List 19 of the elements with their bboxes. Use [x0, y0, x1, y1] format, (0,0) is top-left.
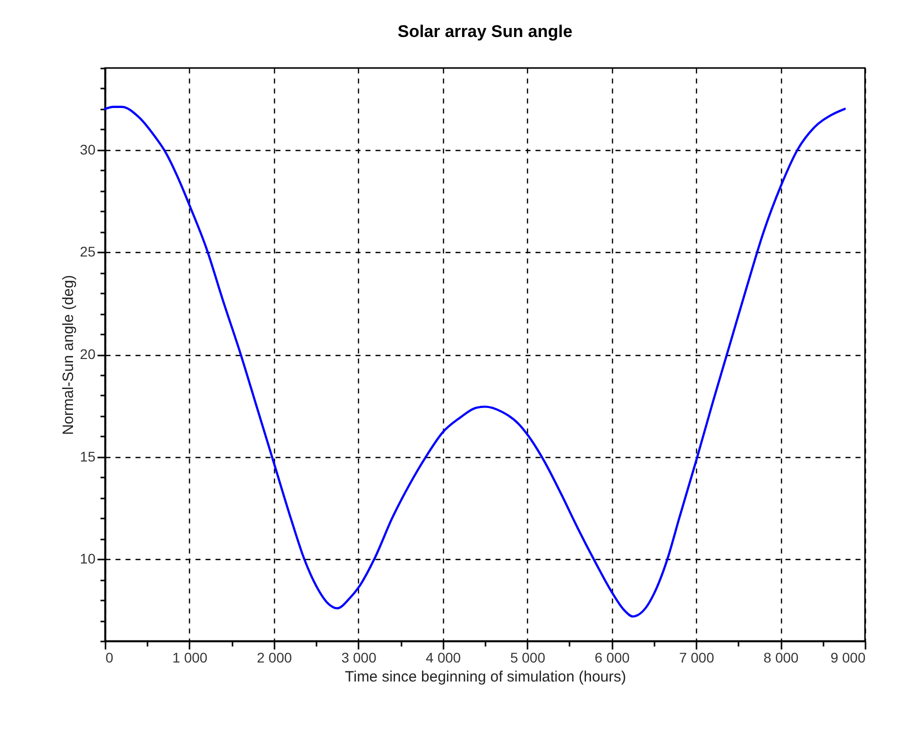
x-tick-label: 5 000 — [510, 650, 546, 666]
x-tick-label: 7 000 — [679, 650, 714, 666]
y-tick-label: 30 — [80, 141, 96, 158]
y-tick-label: 15 — [80, 448, 96, 464]
line-series — [104, 106, 846, 618]
x-tick-label: 3 000 — [341, 650, 377, 666]
x-tick-label: 2 000 — [256, 650, 292, 666]
y-tick-label: 25 — [80, 244, 96, 260]
x-tick-label: 6 000 — [594, 650, 630, 666]
y-axis-title: Normal-Sun angle (deg) — [60, 274, 77, 436]
x-tick-label: 0 — [106, 650, 114, 666]
y-tick-label: 20 — [80, 346, 96, 362]
chart-title: Solar array Sun angle — [398, 22, 572, 41]
y-tick-label: 10 — [80, 550, 96, 567]
x-axis-title: Time since beginning of simulation (hours) — [344, 668, 626, 686]
x-tick-label: 1 000 — [172, 650, 208, 666]
x-tick-label: 8 000 — [764, 650, 799, 666]
x-tick-label: 9 000 — [830, 650, 866, 666]
x-tick-label: 4 000 — [426, 650, 461, 666]
